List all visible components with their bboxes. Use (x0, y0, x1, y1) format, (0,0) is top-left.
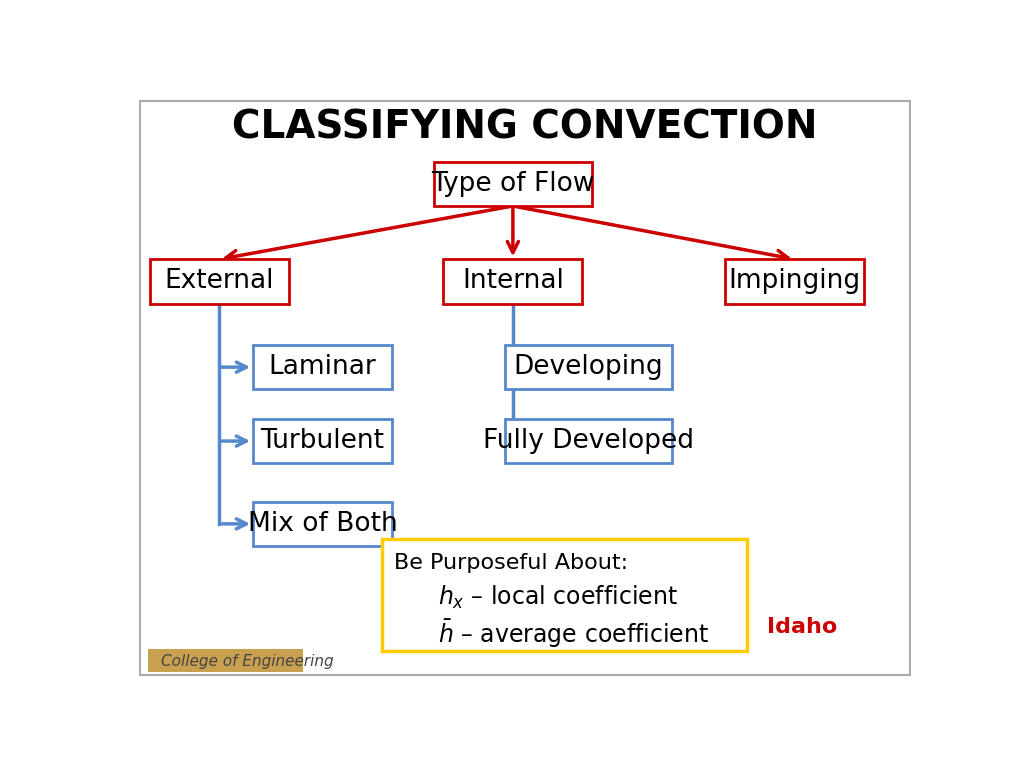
Text: Idaho: Idaho (767, 617, 837, 637)
Text: Fully Developed: Fully Developed (482, 428, 694, 454)
Bar (147, 649, 303, 672)
Text: Laminar: Laminar (268, 354, 376, 380)
Bar (253, 502, 392, 546)
Bar (150, 260, 289, 303)
Bar (433, 161, 592, 206)
Bar (253, 419, 392, 463)
Bar (505, 419, 672, 463)
Text: Be Purposeful About:: Be Purposeful About: (394, 554, 628, 574)
Bar (443, 260, 583, 303)
Text: Turbulent: Turbulent (260, 428, 384, 454)
Text: External: External (165, 268, 274, 294)
Text: Type of Flow: Type of Flow (431, 170, 595, 197)
Bar (505, 345, 672, 389)
Text: $h_x$ – local coefficient: $h_x$ – local coefficient (437, 584, 677, 611)
Text: College of Engineering: College of Engineering (162, 654, 334, 669)
Text: Developing: Developing (513, 354, 664, 380)
Bar (382, 538, 748, 651)
Text: CLASSIFYING CONVECTION: CLASSIFYING CONVECTION (232, 108, 817, 147)
Bar (725, 260, 864, 303)
Text: Mix of Both: Mix of Both (248, 511, 397, 537)
Bar (253, 345, 392, 389)
Text: Impinging: Impinging (728, 268, 861, 294)
Text: Internal: Internal (462, 268, 564, 294)
Text: $\bar{h}$ – average coefficient: $\bar{h}$ – average coefficient (437, 617, 709, 650)
